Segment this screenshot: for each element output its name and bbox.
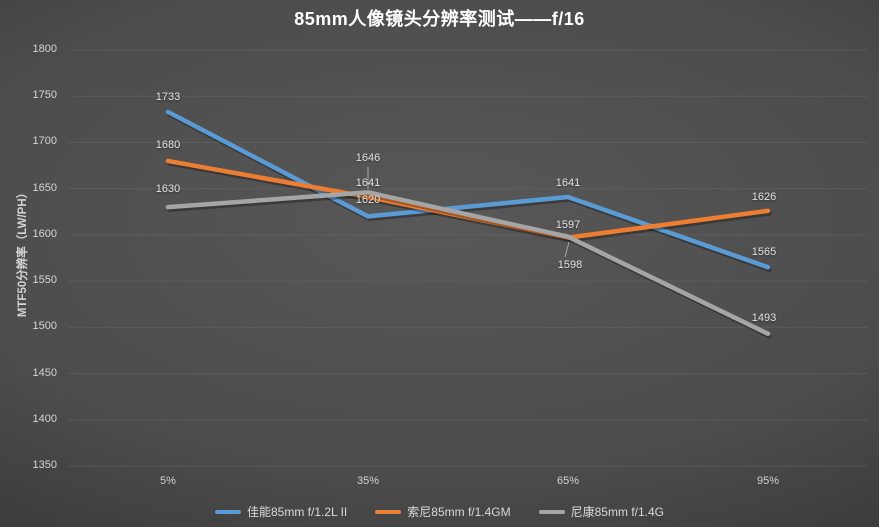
legend-label: 尼康85mm f/1.4G xyxy=(570,505,664,519)
legend-label: 佳能85mm f/1.2L II xyxy=(247,505,348,519)
x-tick-label: 35% xyxy=(356,475,380,487)
legend-line-marker xyxy=(538,509,565,514)
y-tick-label: 1750 xyxy=(32,89,57,102)
legend-item-1: 索尼85mm f/1.4GM xyxy=(375,503,511,520)
data-label: 1626 xyxy=(751,190,777,203)
label-leader-line xyxy=(564,241,570,258)
legend-label: 索尼85mm f/1.4GM xyxy=(407,505,511,519)
series-line-1 xyxy=(165,158,771,240)
x-tick-label: 5% xyxy=(160,475,176,487)
data-label: 1680 xyxy=(155,138,181,151)
y-tick-label: 1350 xyxy=(32,459,57,471)
data-label: 1641 xyxy=(555,176,581,189)
data-label: 1641 xyxy=(355,176,381,189)
data-label: 1565 xyxy=(751,246,777,259)
y-tick-label: 1650 xyxy=(32,181,57,194)
y-tick-label: 1500 xyxy=(32,320,57,333)
data-label: 1646 xyxy=(355,152,381,165)
data-label: 1733 xyxy=(155,90,181,103)
legend-line-marker xyxy=(375,509,402,514)
data-label: 1597 xyxy=(555,218,581,231)
y-tick-label: 1800 xyxy=(32,43,57,55)
y-tick-label: 1600 xyxy=(32,227,57,240)
series-line-shadow-0 xyxy=(167,112,772,272)
data-label: 1493 xyxy=(751,311,777,324)
x-tick-label: 95% xyxy=(756,475,780,487)
y-tick-label: 1700 xyxy=(32,135,57,148)
y-tick-label: 1550 xyxy=(32,274,57,287)
legend: 佳能85mm f/1.2L II 索尼85mm f/1.4GM 尼康85mm f/1… xyxy=(0,503,879,520)
chart-title: 85mm人像镜头分辨率测试——f/16 xyxy=(294,9,585,29)
series-line-2 xyxy=(165,190,771,337)
x-tick-label: 65% xyxy=(556,475,580,487)
data-label: 1620 xyxy=(355,194,381,207)
data-label: 1598 xyxy=(557,258,583,271)
legend-item-2: 尼康85mm f/1.4G xyxy=(538,503,664,520)
data-label: 1630 xyxy=(155,183,181,196)
legend-line-marker xyxy=(215,509,241,514)
y-tick-label: 1400 xyxy=(32,412,57,425)
legend-item-0: 佳能85mm f/1.2L II xyxy=(215,503,347,520)
y-tick-label: 1450 xyxy=(32,366,57,379)
series-line-0 xyxy=(165,109,771,270)
